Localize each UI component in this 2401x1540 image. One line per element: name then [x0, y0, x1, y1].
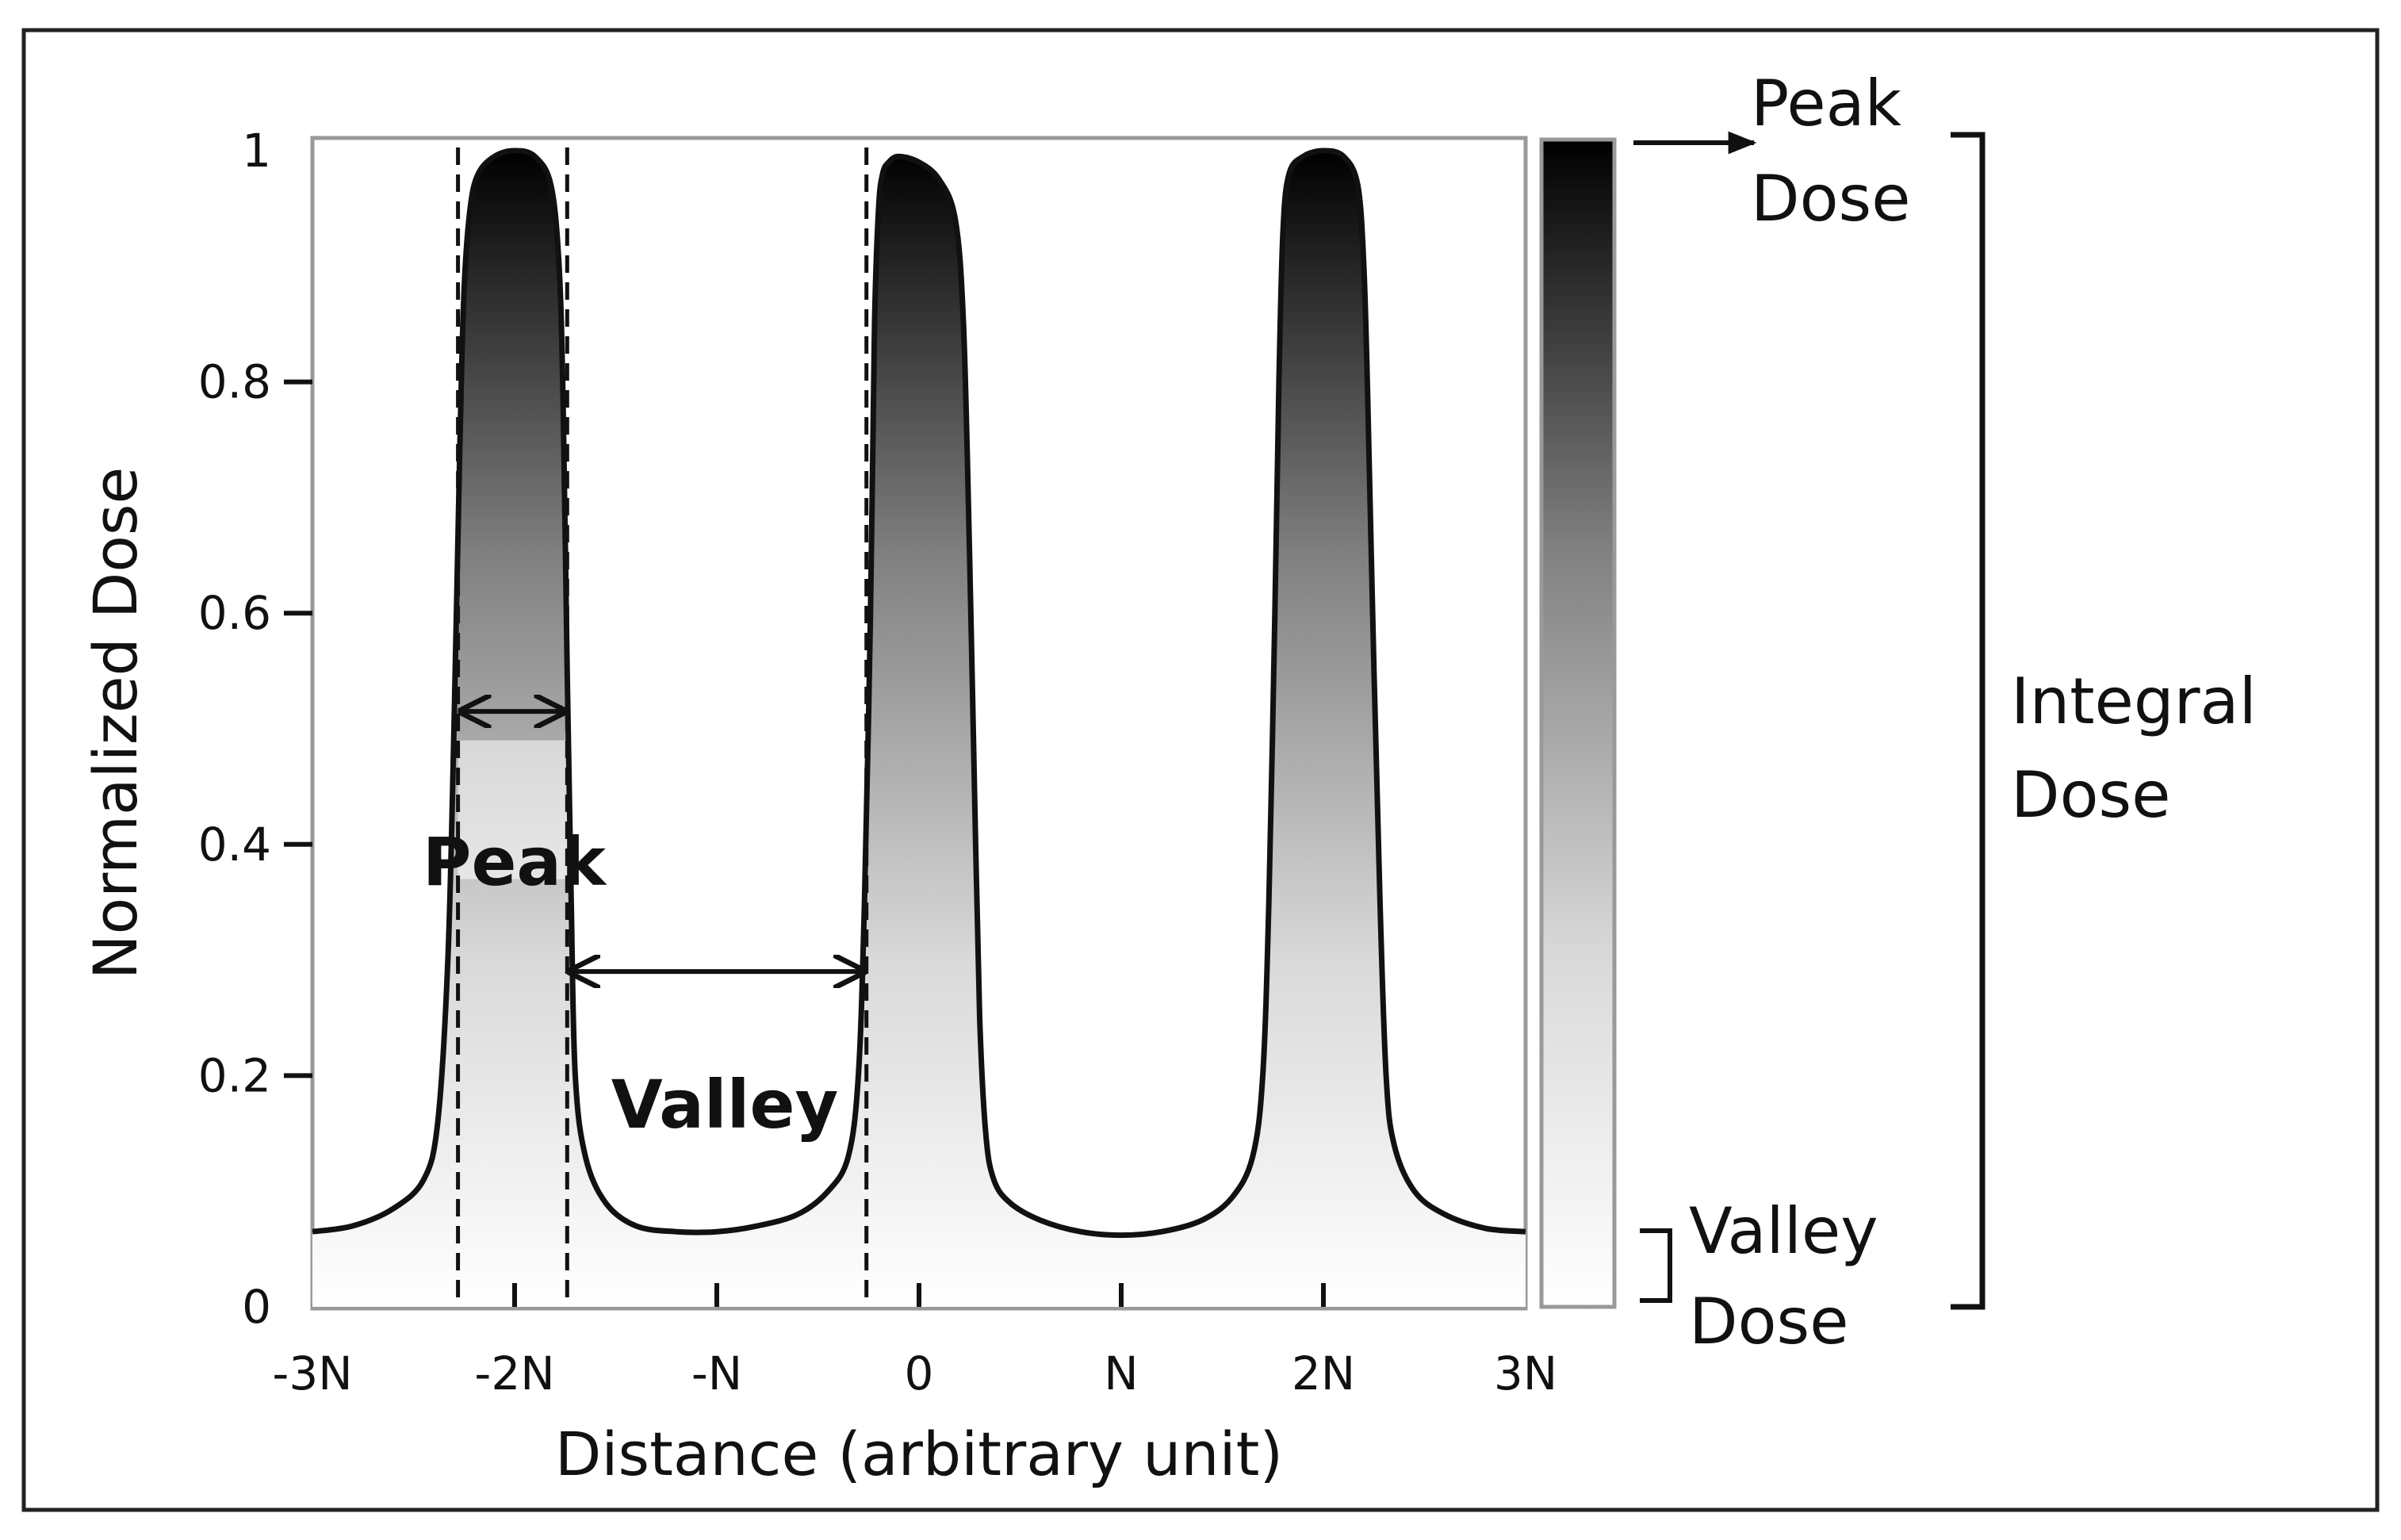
y-axis-ticks: 0 0.2 0.4 0.6 0.8 1 [198, 124, 312, 1334]
valley-dose-bracket [1640, 1228, 1672, 1303]
x-tick-label: 2N [1292, 1347, 1355, 1400]
y-tick-label: 0.4 [198, 818, 271, 872]
y-tick-label: 0.8 [198, 355, 271, 409]
peak-dose-label-line1: Peak [1751, 67, 1902, 140]
y-tick-label: 0.6 [198, 586, 271, 640]
x-axis-title: Distance (arbitrary unit) [555, 1419, 1283, 1489]
dose-curve-line [312, 147, 1526, 1239]
peak-dose-label-line2: Dose [1751, 162, 1910, 236]
x-tick-label: 0 [905, 1347, 934, 1400]
x-tick-label: -N [691, 1347, 742, 1400]
x-tick-label: -2N [474, 1347, 554, 1400]
y-tick-label: 1 [242, 124, 271, 178]
valley-annotation: Valley [611, 1066, 838, 1144]
y-tick-label: 0.2 [198, 1048, 271, 1102]
x-axis-ticks: -3N -2N -N 0 N 2N 3N [272, 1283, 1557, 1400]
x-tick-label: -3N [272, 1347, 352, 1400]
x-tick-label: N [1104, 1347, 1138, 1400]
valley-dose-label-line2: Dose [1689, 1285, 1848, 1358]
integral-dose-label-line1: Integral [2011, 665, 2257, 738]
colorbar [1539, 137, 1617, 1309]
x-tick-label: 3N [1494, 1347, 1557, 1400]
y-tick-label: 0 [242, 1280, 271, 1334]
peak-label-background [458, 740, 568, 879]
integral-dose-label-line2: Dose [2011, 758, 2170, 832]
peak-annotation: Peak [423, 823, 607, 901]
integral-dose-bracket [1951, 132, 1986, 1310]
dose-curve-layer [312, 147, 1526, 1307]
valley-dose-label-line1: Valley [1689, 1194, 1878, 1268]
y-axis-title: Normalized Dose [80, 467, 151, 980]
dose-curve-fill [312, 151, 1526, 1307]
